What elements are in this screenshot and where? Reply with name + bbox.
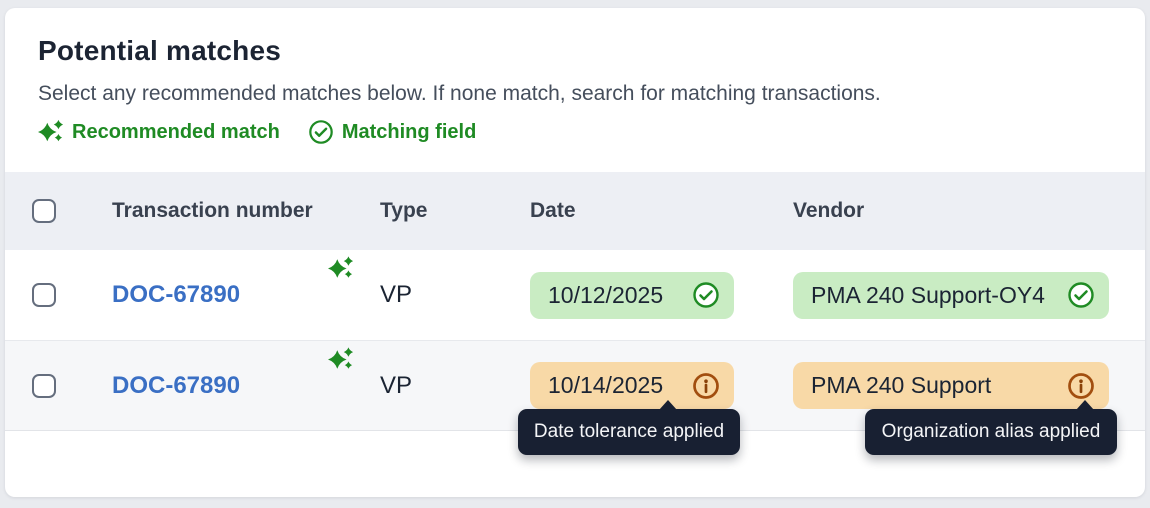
transaction-number-link[interactable]: DOC-67890 xyxy=(112,281,241,308)
legend-label: Matching field xyxy=(341,120,477,143)
potential-matches-card: Potential matches Select any recommended… xyxy=(5,8,1145,497)
recommended-match-sparkle-icon xyxy=(328,254,354,283)
vendor-cell: PMA 240 Support xyxy=(793,362,1145,409)
page-subtitle: Select any recommended matches below. If… xyxy=(38,82,881,105)
vendor-match-badge: PMA 240 Support-OY4 xyxy=(793,271,1109,319)
column-header-vendor: Vendor xyxy=(793,199,865,222)
date-tolerance-tooltip: Date tolerance applied xyxy=(518,400,740,455)
column-header-type: Type xyxy=(380,199,428,222)
date-cell: 10/14/2025 xyxy=(530,362,793,409)
card-header: Potential matches Select any recommended… xyxy=(5,8,1145,146)
vendor-cell: PMA 240 Support-OY4 xyxy=(793,271,1145,319)
type-value: VP xyxy=(380,281,413,308)
check-circle-icon xyxy=(692,281,720,309)
date-tolerance-badge: 10/14/2025 xyxy=(530,362,734,409)
column-header-date: Date xyxy=(530,199,576,222)
table-row: DOC-67890 VP 10/12/2025 PMA 240 Support-… xyxy=(5,250,1145,341)
legend: Recommended match Matching field xyxy=(38,118,1107,146)
organization-alias-tooltip: Organization alias applied xyxy=(865,400,1117,455)
select-all-checkbox[interactable] xyxy=(32,199,56,223)
row-checkbox[interactable] xyxy=(32,283,56,307)
row-checkbox[interactable] xyxy=(32,373,56,398)
vendor-alias-badge: PMA 240 Support xyxy=(793,362,1109,409)
recommended-match-sparkle-icon xyxy=(328,345,354,374)
vendor-value: PMA 240 Support xyxy=(811,372,992,398)
info-icon[interactable] xyxy=(692,372,720,400)
row-checkbox-cell xyxy=(5,373,112,398)
table-row: DOC-67890 VP 10/14/2025 PMA 240 Support xyxy=(5,341,1145,455)
check-circle-icon xyxy=(1067,281,1095,309)
row-checkbox-cell xyxy=(5,283,112,307)
table-header-row: Transaction number Type Date Vendor xyxy=(5,172,1145,250)
transaction-number-cell: DOC-67890 xyxy=(112,250,380,340)
vendor-value: PMA 240 Support-OY4 xyxy=(811,281,1045,308)
potential-matches-table: Transaction number Type Date Vendor DOC-… xyxy=(5,172,1145,455)
date-value: 10/14/2025 xyxy=(548,372,664,398)
column-header-transaction-number: Transaction number xyxy=(112,199,313,222)
date-match-badge: 10/12/2025 xyxy=(530,271,734,319)
date-cell: 10/12/2025 xyxy=(530,271,793,319)
type-value: VP xyxy=(380,371,413,399)
legend-label: Recommended match xyxy=(72,120,280,143)
legend-recommended-match: Recommended match xyxy=(38,118,280,146)
check-circle-icon xyxy=(308,119,334,145)
sparkle-icon xyxy=(38,118,64,146)
page-title: Potential matches xyxy=(38,35,282,66)
date-value: 10/12/2025 xyxy=(548,281,664,308)
legend-matching-field: Matching field xyxy=(308,119,476,145)
transaction-number-cell: DOC-67890 xyxy=(112,341,380,430)
transaction-number-link[interactable]: DOC-67890 xyxy=(112,371,241,399)
info-icon[interactable] xyxy=(1067,372,1095,400)
header-checkbox-cell xyxy=(5,199,112,223)
